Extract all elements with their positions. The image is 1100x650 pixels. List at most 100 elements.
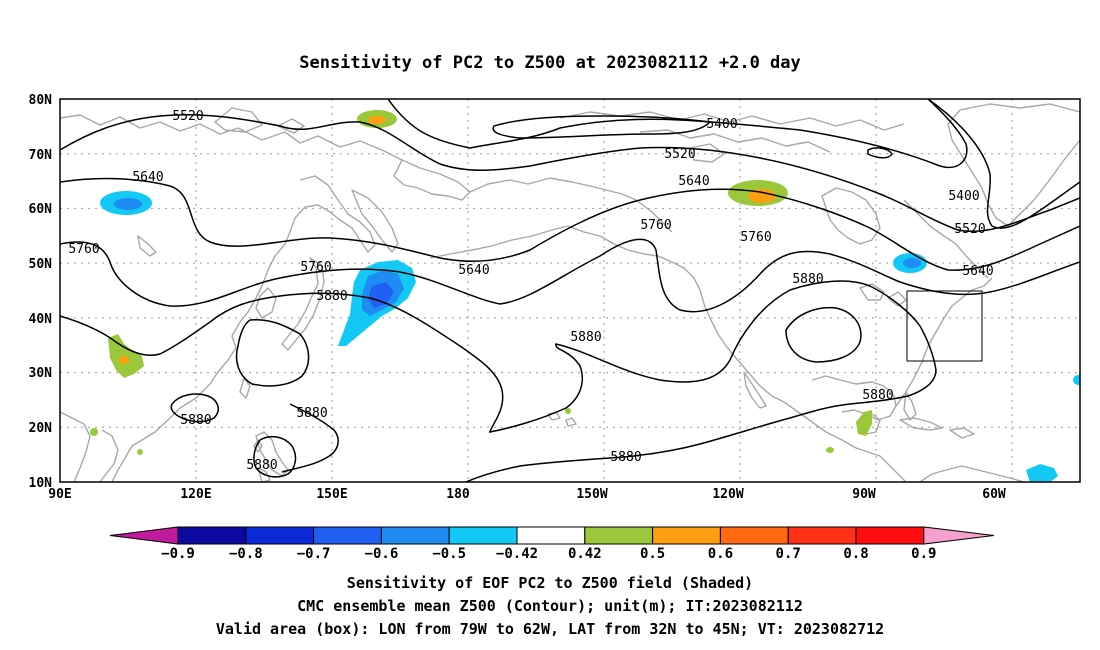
lat-label: 20N <box>29 421 53 436</box>
coastline-chukotka <box>393 159 471 201</box>
coastline-taymyr <box>214 107 263 133</box>
coastline-canada-arctic-islands <box>559 111 905 131</box>
colorbar-tick-label: −0.42 <box>496 546 538 562</box>
positive-sensitivity-patch-hawaii <box>565 408 571 414</box>
lon-label: 120E <box>180 487 211 502</box>
colorbar-swatch <box>245 526 315 545</box>
coastline-us-east <box>895 277 993 407</box>
lat-label: 70N <box>29 148 53 163</box>
caption: Sensitivity of EOF PC2 to Z500 field (Sh… <box>216 574 884 638</box>
contour-label: 5880 <box>792 272 823 287</box>
contour-5640 <box>60 177 1080 271</box>
colorbar-swatch <box>855 526 925 545</box>
contour-label: 5400 <box>948 189 979 204</box>
contour-5880-main <box>60 280 937 482</box>
contour-label: 5640 <box>132 170 163 185</box>
contour-label: 5880 <box>180 413 211 428</box>
coastline-baja <box>743 371 767 409</box>
contour-5880-small-south <box>253 435 297 478</box>
coastline-philippines-south <box>257 467 271 482</box>
contour-label: 5880 <box>246 458 277 473</box>
sensitivity-shading <box>90 110 1080 482</box>
contour-label: 5400 <box>706 117 737 132</box>
coastline-us-west <box>699 289 785 403</box>
lon-label: 90E <box>48 487 71 502</box>
colorbar-tick-label: 0.5 <box>640 546 665 562</box>
colorbar-tick-label: 0.9 <box>911 546 936 562</box>
lat-label: 10N <box>29 476 53 491</box>
caption-line-valid-area: Valid area (box): LON from 79W to 62W, L… <box>216 620 884 638</box>
positive-sensitivity-patch-india <box>90 428 98 436</box>
contour-label: 5640 <box>962 264 993 279</box>
contour-5400-polar <box>387 99 968 169</box>
contour-labels: 5520 5520 5520 5400 5400 5640 5640 5640 … <box>68 109 993 473</box>
caption-line-shading: Sensitivity of EOF PC2 to Z500 field (Sh… <box>347 574 753 592</box>
lon-label: 60W <box>982 487 1006 502</box>
colorbar-over-triangle <box>923 526 994 545</box>
contour-label: 5520 <box>664 147 695 162</box>
coastline-labrador <box>903 199 989 279</box>
coastline-taiwan <box>239 377 251 399</box>
colorbar-tick-label: 0.6 <box>708 546 733 562</box>
contour-label: 5640 <box>678 174 709 189</box>
contour-5400-ring <box>492 115 712 139</box>
contour-5400-small <box>867 147 893 159</box>
coastline-okhotsk <box>284 175 376 253</box>
coastline-bay-of-bengal <box>60 411 91 482</box>
positive-sensitivity-region-china <box>108 334 144 378</box>
colorbar-tick-label: −0.8 <box>229 546 263 562</box>
lon-label: 150W <box>576 487 607 502</box>
contour-5760-west <box>60 238 1080 313</box>
colorbar-swatch <box>787 526 857 545</box>
contour-label: 5520 <box>954 222 985 237</box>
positive-sensitivity-patch-yucatan <box>856 410 872 436</box>
negative-sensitivity-inner-nw-pacific <box>368 282 394 308</box>
colorbar-tick-label: −0.7 <box>297 546 331 562</box>
lat-label: 30N <box>29 366 53 381</box>
contour-label: 5640 <box>458 263 489 278</box>
z500-contours <box>60 99 1080 482</box>
map-panel: 5520 5520 5520 5400 5400 5640 5640 5640 … <box>59 98 1081 483</box>
contour-label: 5880 <box>862 388 893 403</box>
coastline-kamchatka <box>351 189 399 253</box>
coastline-great-lakes <box>859 283 907 307</box>
valid-area-box <box>906 290 983 362</box>
colorbar-tick-label: −0.6 <box>365 546 399 562</box>
negative-sensitivity-patch-atlantic <box>1026 464 1058 482</box>
graticule <box>60 99 1080 482</box>
contour-5880-tropics <box>281 403 339 473</box>
coastline-greenland <box>947 103 1080 227</box>
lon-label: 120W <box>712 487 743 502</box>
lat-label: 80N <box>29 93 53 108</box>
colorbar-swatch <box>448 526 518 545</box>
contour-label: 5760 <box>740 230 771 245</box>
contour-5880-anticyclone <box>785 306 862 363</box>
coastline-alaska-south <box>567 225 701 291</box>
negative-sensitivity-patch-east-edge <box>1073 375 1080 385</box>
figure-title: Sensitivity of PC2 to Z500 at 2023082112… <box>299 53 801 73</box>
contour-label: 5880 <box>316 289 347 304</box>
contour-label: 5760 <box>640 218 671 233</box>
colorbar-swatch <box>380 526 450 545</box>
colorbar-tick-label: 0.7 <box>776 546 801 562</box>
colorbar: −0.9 −0.8 −0.7 −0.6 −0.5 −0.42 0.42 0.5 0.6 0.7 0.… <box>109 526 994 562</box>
coastline-mariana <box>253 439 263 453</box>
lake-baikal <box>137 235 157 257</box>
contour-label: 5880 <box>296 406 327 421</box>
lat-label: 50N <box>29 257 53 272</box>
coastline-indochina <box>99 429 119 482</box>
coastline-florida <box>903 391 917 421</box>
positive-sensitivity-core-arctic <box>368 116 386 124</box>
contour-5880-jp-loop <box>235 318 310 387</box>
colorbar-swatch <box>177 526 247 545</box>
colorbar-tick-label: −0.9 <box>161 546 195 562</box>
contour-5520 <box>60 114 1080 232</box>
lat-label: 60N <box>29 202 53 217</box>
caption-line-contour: CMC ensemble mean Z500 (Contour); unit(m… <box>297 597 803 615</box>
contour-5880-small-west <box>170 393 219 423</box>
coastline-mexico <box>783 401 907 482</box>
latitude-axis: 80N 70N 60N 50N 40N 30N 20N 10N <box>29 93 53 491</box>
colorbar-swatch <box>584 526 654 545</box>
positive-sensitivity-core-canada <box>748 189 776 203</box>
